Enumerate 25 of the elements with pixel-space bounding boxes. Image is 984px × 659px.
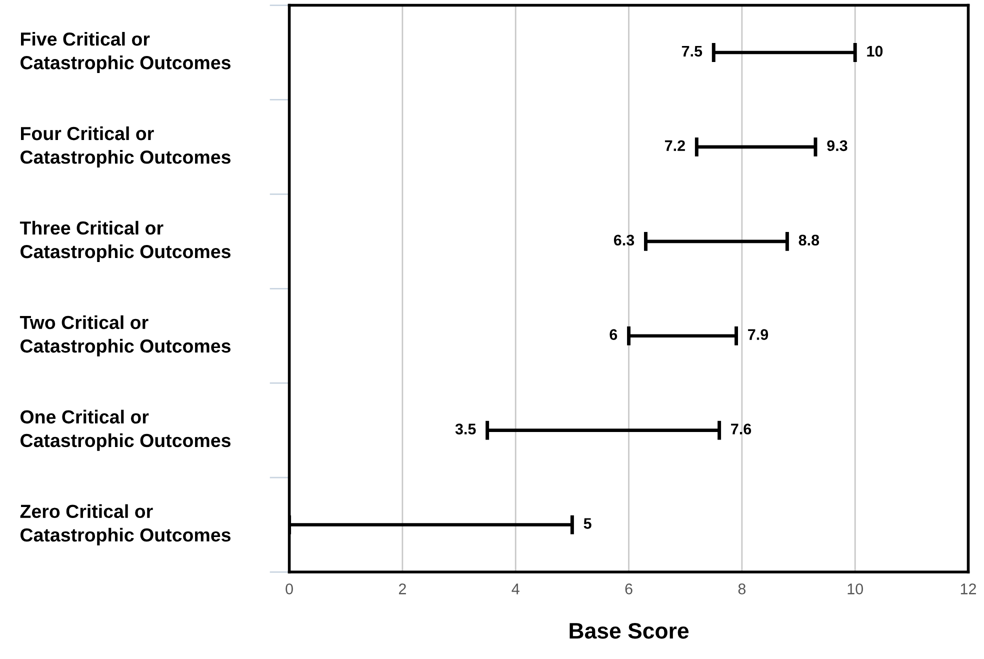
annotation: 6 (610, 329, 618, 340)
annotation: 8.8 (798, 234, 820, 246)
x-tick-label: 2 (398, 584, 406, 594)
x-axis-title: Base Score (570, 622, 689, 639)
x-tick-label: 0 (286, 584, 293, 594)
y-tick-label: Two Critical or Catastrophic Outcomes (20, 315, 230, 356)
annotation: 7.6 (731, 424, 752, 434)
y-tick-label: Three Critical or Catastrophic Outcomes (20, 220, 230, 262)
annotation: 7.5 (682, 46, 702, 57)
x-tick-label: 6 (625, 584, 632, 594)
annotation: 5 (584, 518, 592, 529)
annotation: 10 (867, 46, 883, 57)
x-tick-label: 10 (848, 584, 863, 594)
y-tick-label: Four Critical or Catastrophic Outcomes (20, 126, 230, 168)
annotation: 6.3 (614, 234, 634, 246)
annotation: 7.9 (748, 329, 768, 340)
y-tick-label: Five Critical or Catastrophic Outcomes (20, 32, 230, 74)
annotation: 9.3 (827, 140, 848, 152)
x-tick-label: 8 (738, 584, 746, 594)
y-tick-label: One Critical or Catastrophic Outcomes (20, 410, 230, 451)
y-tick-label: Zero Critical or Catastrophic Outcomes (20, 504, 230, 546)
annotation: 3.5 (455, 424, 476, 434)
x-tick-label: 4 (512, 584, 520, 594)
annotation: 7.2 (664, 140, 685, 151)
x-tick-label: 12 (960, 584, 976, 594)
